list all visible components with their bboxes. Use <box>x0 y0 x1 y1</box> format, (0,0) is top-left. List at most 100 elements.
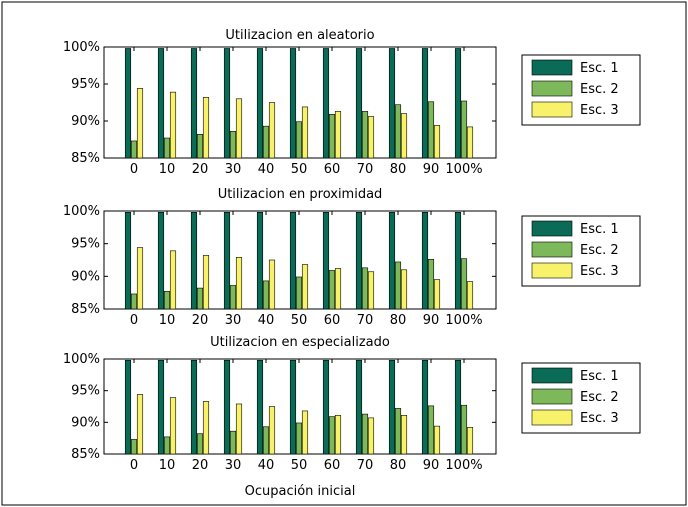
x-tick-label: 40 <box>258 162 275 177</box>
bar-esc-1-60 <box>322 359 330 455</box>
legend-swatch-3 <box>531 101 573 118</box>
bar-esc-2-30 <box>229 285 237 310</box>
bar-esc-1-100pct <box>454 359 462 455</box>
bar-esc-3-30 <box>235 403 243 455</box>
bar-esc-1-60 <box>322 212 330 310</box>
bar-esc-3-90 <box>433 279 441 310</box>
x-tick-label: 100% <box>445 162 482 177</box>
bar-esc-1-10 <box>157 212 165 310</box>
legend-swatch-2 <box>531 80 573 97</box>
bar-esc-3-80 <box>400 415 408 455</box>
legend-swatch-3 <box>531 409 573 426</box>
x-tick-label: 20 <box>192 313 209 328</box>
bar-esc-1-40 <box>256 48 264 159</box>
x-axis-label: Ocupación inicial <box>245 484 356 499</box>
bar-esc-3-10 <box>169 250 177 310</box>
bar-esc-2-60 <box>328 114 336 159</box>
y-tick-label: 100% <box>63 204 100 219</box>
x-tick-label: 0 <box>130 313 138 328</box>
legend-swatch-2 <box>531 388 573 405</box>
bar-esc-3-90 <box>433 425 441 455</box>
x-tick-label: 0 <box>130 162 138 177</box>
bar-esc-3-50 <box>301 264 309 310</box>
bar-esc-3-30 <box>235 257 243 310</box>
legend-label-3: Esc. 3 <box>580 103 619 118</box>
legend-label-1: Esc. 1 <box>580 61 619 76</box>
bar-esc-3-10 <box>169 397 177 455</box>
y-tick-label: 85% <box>71 302 100 317</box>
legend-swatch-1 <box>531 59 573 76</box>
x-tick-label: 20 <box>192 458 209 473</box>
bar-esc-1-80 <box>388 359 396 455</box>
bar-esc-1-70 <box>355 212 363 310</box>
bar-esc-2-80 <box>394 261 402 310</box>
bar-esc-1-80 <box>388 48 396 159</box>
bar-esc-3-100pct <box>466 281 474 310</box>
y-tick-label: 85% <box>71 447 100 462</box>
legend-swatch-3 <box>531 262 573 279</box>
x-tick-label: 50 <box>291 458 308 473</box>
bar-esc-1-10 <box>157 48 165 159</box>
x-tick-label: 80 <box>390 162 407 177</box>
x-tick-label: 90 <box>423 458 440 473</box>
x-tick-label: 10 <box>159 162 176 177</box>
x-tick-label: 50 <box>291 313 308 328</box>
bar-esc-2-50 <box>295 276 303 310</box>
x-tick-label: 80 <box>390 458 407 473</box>
bar-esc-2-30 <box>229 131 237 159</box>
bar-esc-2-70 <box>361 267 369 310</box>
chart-title: Utilizacion en aleatorio <box>225 28 374 43</box>
bar-esc-1-60 <box>322 48 330 159</box>
chart-title: Utilizacion en proximidad <box>218 187 383 202</box>
x-tick-label: 60 <box>324 162 341 177</box>
x-tick-label: 30 <box>225 313 242 328</box>
charts-group: Utilizacion en aleatorio 85% 90% 95% 100% 0 10… <box>63 28 641 473</box>
bar-esc-2-40 <box>262 280 270 310</box>
bar-esc-2-100pct <box>460 258 468 310</box>
y-tick-label: 95% <box>71 384 100 399</box>
bar-esc-3-20 <box>202 255 210 310</box>
bar-esc-2-0 <box>130 140 138 159</box>
x-tick-label: 20 <box>192 162 209 177</box>
bar-esc-3-40 <box>268 102 276 159</box>
chart-panel-2: Utilizacion en proximidad 85% 90% 95% 100% 0 1… <box>63 187 641 328</box>
x-tick-label: 60 <box>324 313 341 328</box>
bar-esc-3-60 <box>334 111 342 159</box>
bar-esc-3-50 <box>301 106 309 159</box>
bar-esc-3-30 <box>235 98 243 159</box>
bar-esc-3-60 <box>334 415 342 455</box>
bar-esc-1-100pct <box>454 48 462 159</box>
bar-esc-2-0 <box>130 439 138 455</box>
x-tick-label: 60 <box>324 458 341 473</box>
bar-esc-2-20 <box>196 433 204 455</box>
x-tick-label: 0 <box>130 458 138 473</box>
bar-esc-3-80 <box>400 269 408 310</box>
bar-esc-2-30 <box>229 430 237 455</box>
bar-esc-3-40 <box>268 259 276 310</box>
bar-esc-3-20 <box>202 401 210 455</box>
bar-esc-1-90 <box>421 212 429 310</box>
bar-esc-2-80 <box>394 104 402 159</box>
bar-esc-1-30 <box>223 359 231 455</box>
bar-esc-2-60 <box>328 270 336 310</box>
legend-label-3: Esc. 3 <box>580 411 619 426</box>
bar-esc-1-10 <box>157 359 165 455</box>
bar-esc-2-50 <box>295 121 303 159</box>
bar-esc-1-0 <box>124 359 132 455</box>
x-tick-label: 50 <box>291 162 308 177</box>
bar-esc-1-40 <box>256 359 264 455</box>
x-tick-label: 30 <box>225 458 242 473</box>
bar-esc-3-100pct <box>466 427 474 455</box>
bar-esc-3-60 <box>334 268 342 310</box>
y-tick-label: 100% <box>63 352 100 367</box>
x-tick-label: 10 <box>159 313 176 328</box>
legend: Esc. 1 Esc. 2 Esc. 3 <box>521 215 641 287</box>
bar-esc-2-40 <box>262 426 270 455</box>
y-tick-label: 85% <box>71 151 100 166</box>
bar-esc-3-70 <box>367 271 375 310</box>
bar-esc-2-20 <box>196 287 204 310</box>
bar-esc-2-10 <box>163 137 171 159</box>
x-tick-label: 100% <box>445 313 482 328</box>
bar-esc-1-80 <box>388 212 396 310</box>
